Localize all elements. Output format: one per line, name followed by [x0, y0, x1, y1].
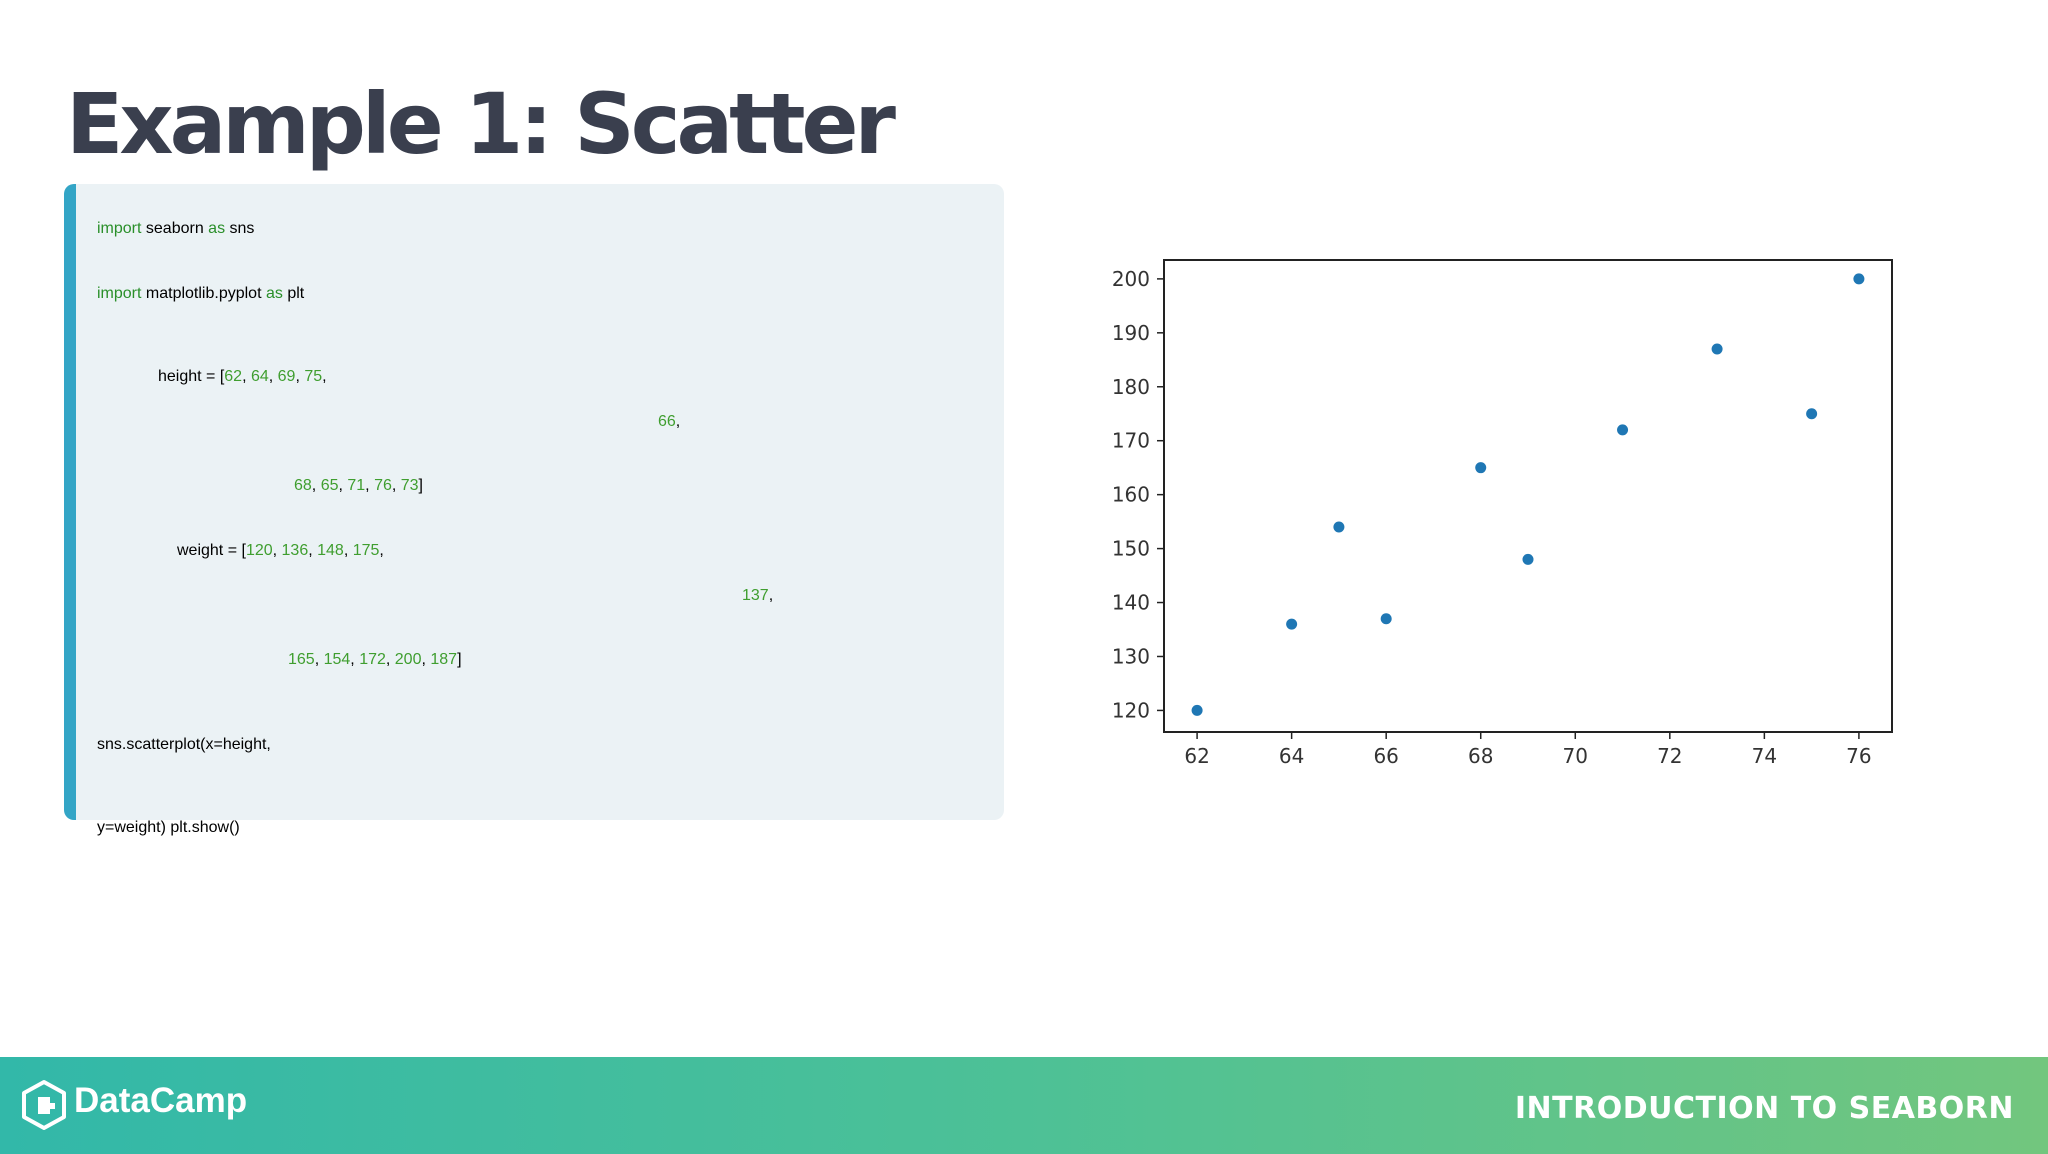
scatter-point — [1380, 613, 1392, 625]
weight-value: 136 — [281, 542, 309, 559]
scatter-point — [1522, 553, 1534, 565]
scatter-chart-svg: 62 64 66 68 70 72 74 76 120 130 140 150 160 170 180 190… — [1112, 259, 1893, 768]
keyword-import: import — [97, 285, 142, 302]
code-line-import-seaborn: import seaborn as sns — [97, 220, 254, 238]
scatter-point — [1191, 704, 1203, 716]
weight-value: 137 — [742, 587, 769, 604]
y-tick-label: 140 — [1112, 591, 1150, 615]
brand-name: DataCamp — [74, 1081, 248, 1120]
weight-value: 187 — [430, 651, 458, 668]
height-value: 68 — [294, 477, 312, 494]
x-tick-label: 76 — [1846, 744, 1871, 768]
weight-value: 172 — [359, 651, 386, 668]
code-line-weight-2: 137, — [742, 587, 774, 604]
alias-plt: plt — [282, 285, 305, 302]
height-value: 76 — [374, 477, 392, 494]
height-value: 64 — [250, 368, 269, 385]
x-tick-label: 70 — [1563, 744, 1588, 768]
weight-value: 148 — [317, 542, 344, 559]
y-tick-label: 130 — [1112, 644, 1150, 668]
slide-title: Example 1: Scatter plot — [66, 75, 896, 173]
code-line-import-matplotlib: import matplotlib.pyplot as plt — [97, 285, 304, 303]
height-value: 71 — [347, 477, 366, 494]
y-tick-label: 180 — [1112, 375, 1150, 399]
height-value: 62 — [224, 368, 243, 385]
height-value: 69 — [277, 368, 296, 385]
weight-value: 165 — [288, 651, 315, 668]
code-line-weight-1: weight = [120, 136, 148, 175, — [177, 542, 384, 559]
scatter-point — [1853, 273, 1865, 285]
code-line-weight-3: 165, 154, 172, 200, 187] — [288, 651, 462, 668]
weight-value: 154 — [323, 651, 351, 668]
scatter-point — [1475, 462, 1487, 474]
weight-value: 120 — [245, 542, 273, 559]
weight-value: 175 — [352, 542, 380, 559]
scatter-point — [1617, 424, 1629, 436]
x-tick-label: 68 — [1468, 744, 1493, 768]
scatter-point — [1333, 521, 1345, 533]
code-block: import seaborn as sns import matplotlib.… — [64, 184, 1004, 836]
x-tick-label: 62 — [1184, 744, 1209, 768]
scatter-chart: 62 64 66 68 70 72 74 76 120 130 140 150 160 170 180 190… — [1090, 250, 1910, 790]
y-tick-label: 170 — [1112, 429, 1150, 453]
code-line-height-3: 68, 65, 71, 76, 73] — [294, 477, 423, 494]
height-value: 75 — [304, 368, 323, 385]
y-tick-label: 160 — [1112, 483, 1150, 507]
y-tick-label: 150 — [1112, 537, 1150, 561]
code-line-height-1: height = [62, 64, 69, 75, — [158, 368, 327, 385]
keyword-import: import — [97, 220, 142, 237]
keyword-as: as — [265, 285, 283, 302]
height-value: 66 — [658, 413, 676, 430]
height-label: height = [ — [158, 368, 225, 385]
x-tick-label: 64 — [1279, 744, 1304, 768]
module-seaborn: seaborn — [141, 220, 209, 237]
course-title: INTRODUCTION TO SEABORN — [1514, 1091, 2014, 1126]
plot-frame — [1163, 259, 1893, 733]
scatter-point — [1286, 618, 1298, 630]
height-value: 73 — [400, 477, 419, 494]
alias-sns: sns — [225, 220, 255, 237]
y-tick-label: 120 — [1112, 698, 1150, 722]
keyword-as: as — [208, 220, 226, 237]
code-line-scatterplot: sns.scatterplot(x=height, — [97, 736, 271, 753]
code-line-height-2: 66, — [658, 413, 681, 430]
module-matplotlib: matplotlib.pyplot — [141, 285, 266, 302]
x-tick-label: 74 — [1752, 744, 1777, 768]
scatter-point — [1711, 343, 1723, 355]
y-tick-label: 190 — [1112, 321, 1150, 345]
weight-value: 200 — [394, 651, 422, 668]
x-tick-label: 72 — [1657, 744, 1682, 768]
code-line-show: y=weight) plt.show() — [97, 819, 240, 836]
weight-label: weight = [ — [177, 542, 246, 559]
footer-bar: DataCamp INTRODUCTION TO SEABORN — [0, 1057, 2048, 1154]
scatter-point — [1806, 408, 1818, 420]
datacamp-logo-icon — [22, 1080, 66, 1130]
y-tick-label: 200 — [1112, 267, 1150, 291]
x-tick-label: 66 — [1373, 744, 1398, 768]
height-value: 65 — [320, 477, 339, 494]
